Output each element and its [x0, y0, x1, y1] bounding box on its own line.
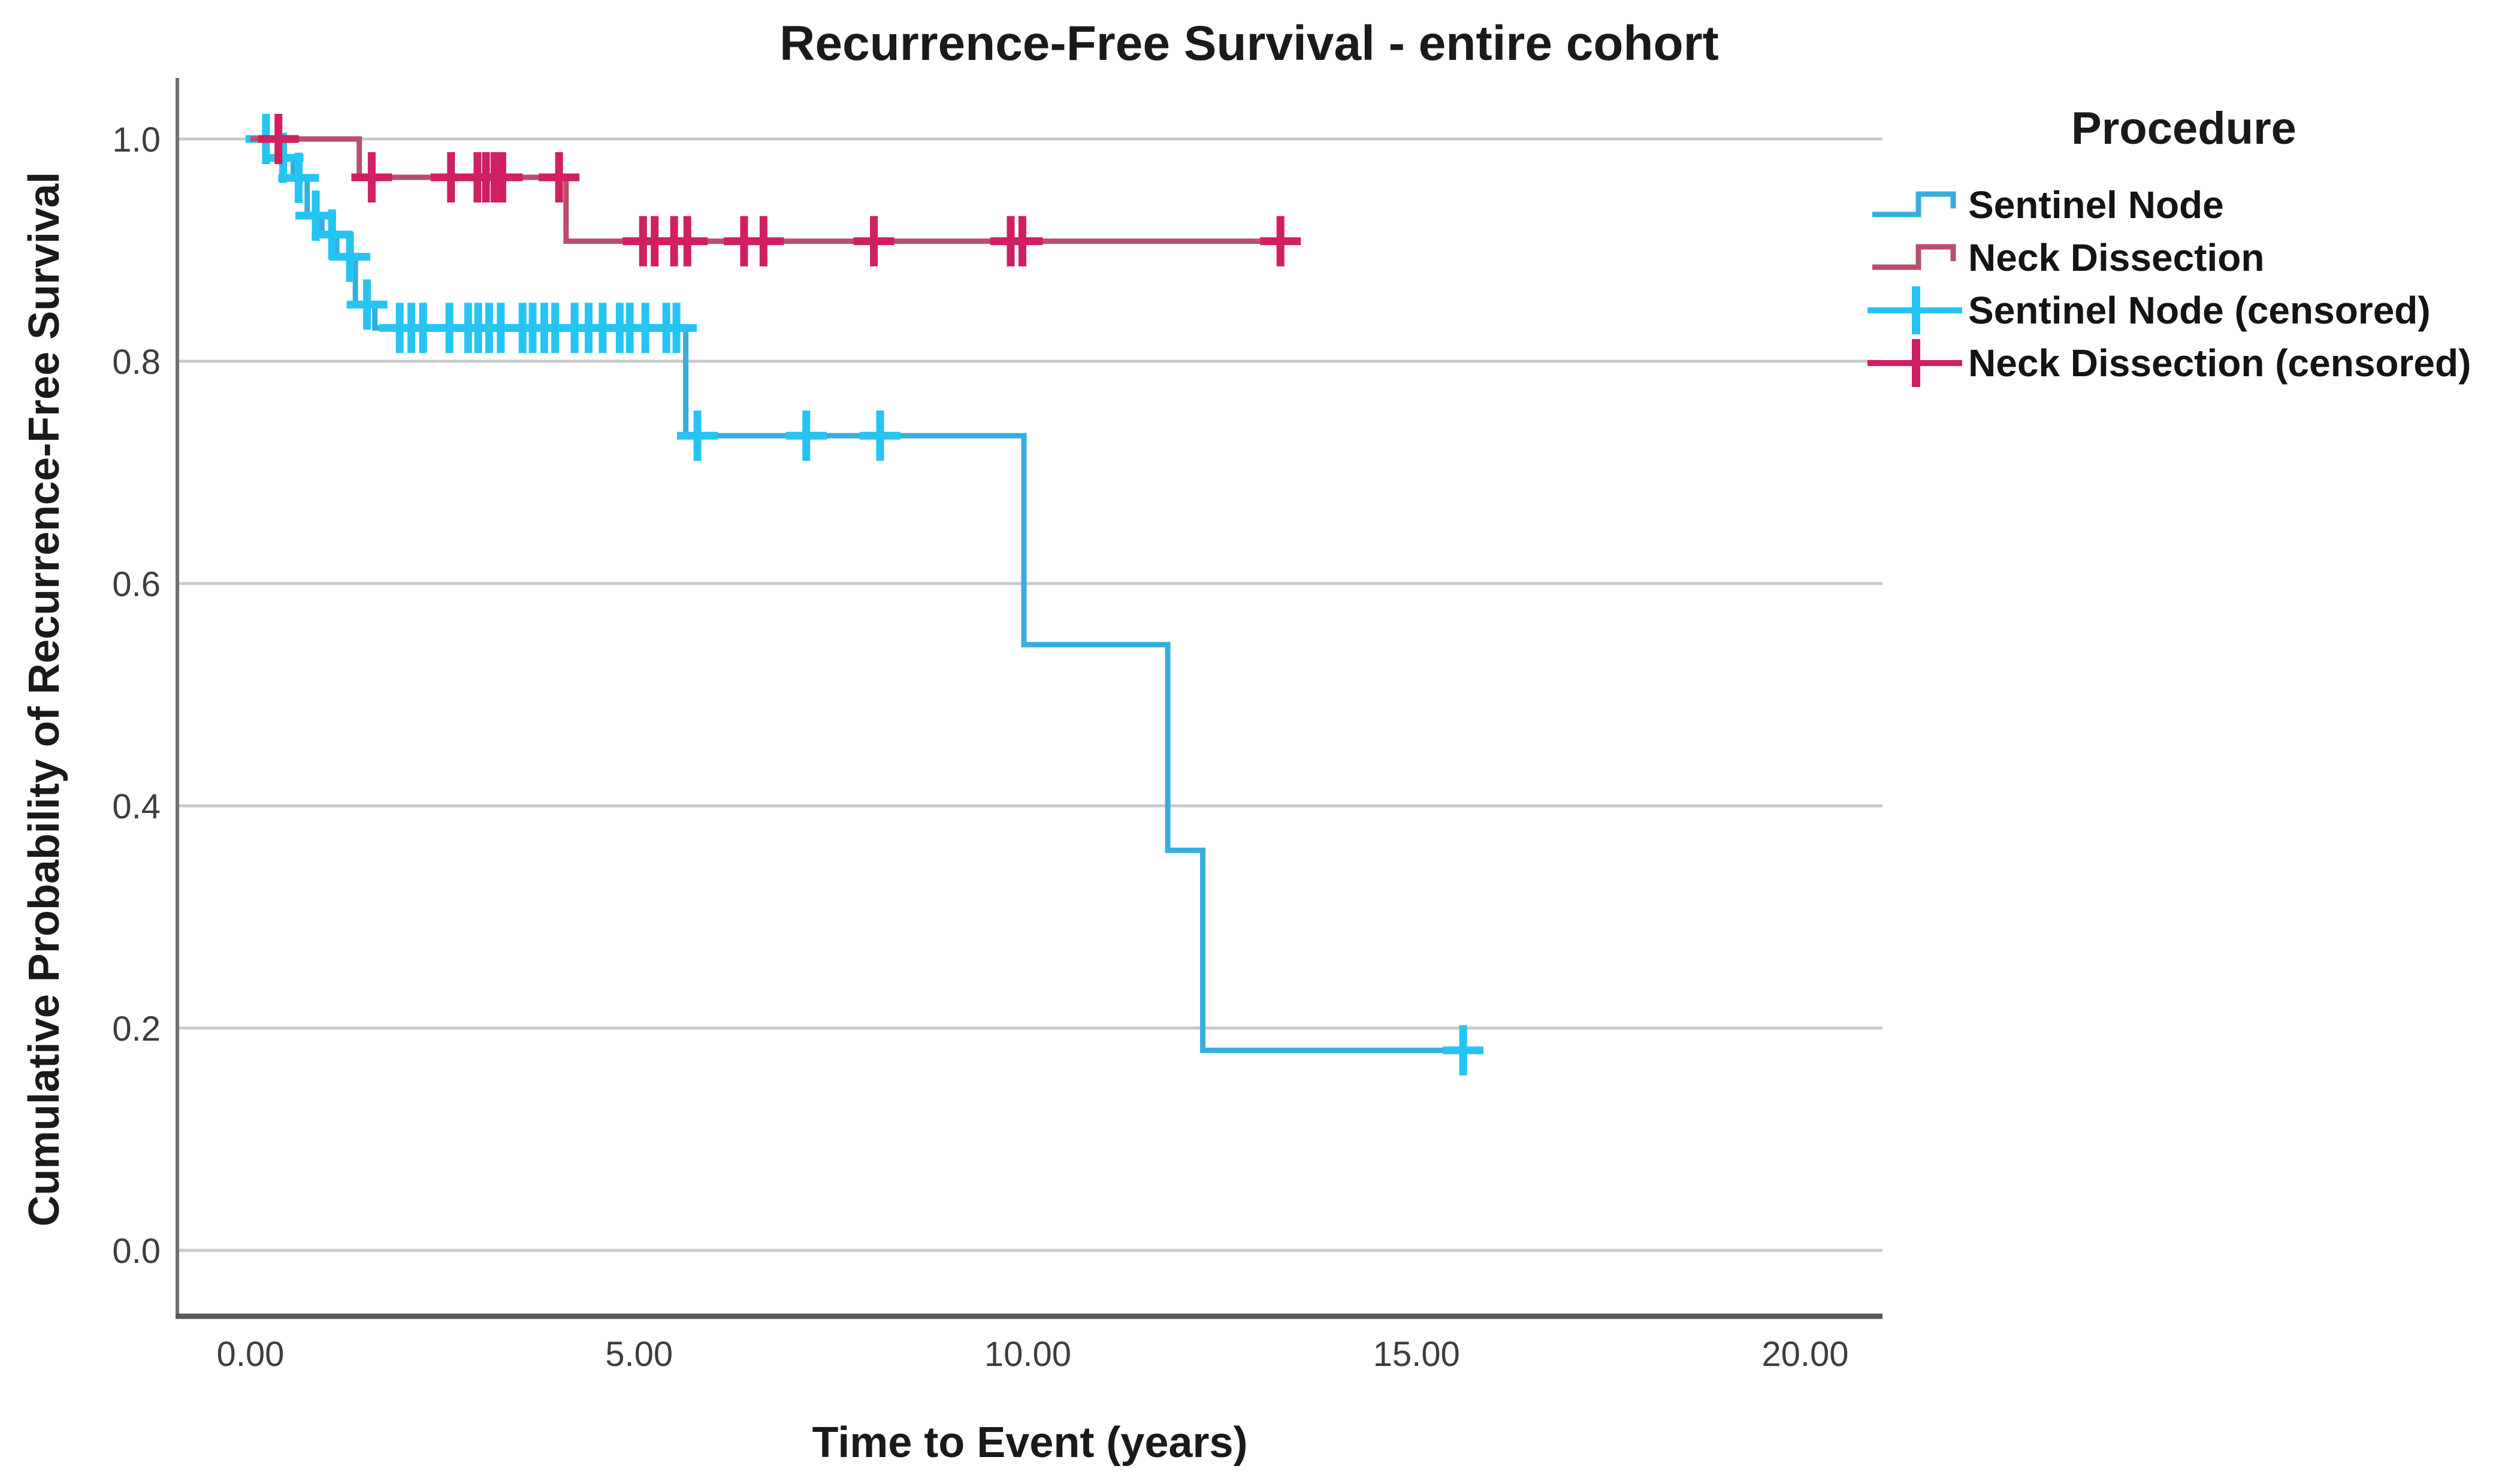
gridlines [177, 137, 1882, 1252]
x-axis-title: Time to Event (years) [812, 1419, 1248, 1467]
legend-title: Procedure [2071, 103, 2296, 154]
y-tick-label: 0.6 [112, 565, 161, 604]
censor-mark [330, 231, 371, 282]
legend-step-line-glyph [1872, 244, 1956, 270]
censor-mark [312, 209, 353, 260]
x-tick-label: 5.00 [605, 1335, 673, 1374]
censor-mark [1260, 216, 1301, 267]
chart-title: Recurrence-Free Survival - entire cohort [779, 16, 1719, 71]
censor-mark [853, 216, 895, 267]
series-path-sentinel-node [250, 136, 1467, 1053]
y-tick-label: 0.2 [112, 1010, 161, 1048]
tick-labels: 0.0 0.2 0.4 0.6 0.8 1.0 0.00 5.00 10.00 15.00 20.0… [112, 120, 1848, 1374]
y-tick-label: 1.0 [112, 120, 161, 159]
axes [176, 78, 1882, 1319]
y-axis-title: Cumulative Probability of Recurrence-Fre… [20, 172, 68, 1227]
x-tick-label: 0.00 [217, 1335, 285, 1374]
legend-item: Neck Dissection [1872, 236, 2264, 279]
censor-mark [667, 216, 708, 267]
legend-item-label: Sentinel Node [1968, 183, 2224, 226]
censor-mark [677, 410, 718, 461]
legend-item-label: Neck Dissection (censored) [1968, 341, 2471, 385]
censor-mark [539, 152, 580, 202]
censor-mark [656, 303, 697, 353]
legend-item: Sentinel Node (censored) [1868, 286, 2431, 334]
x-tick-label: 15.00 [1373, 1335, 1460, 1374]
legend-items: Sentinel Node Neck Dissection Sentinel Nod… [1868, 183, 2471, 387]
y-tick-label: 0.0 [112, 1232, 161, 1271]
y-tick-label: 0.8 [112, 343, 161, 382]
legend-item: Neck Dissection (censored) [1868, 339, 2471, 387]
legend-item-label: Neck Dissection [1968, 236, 2264, 279]
legend-step-line-glyph [1872, 191, 1956, 217]
censor-mark [346, 279, 388, 330]
censor-mark [743, 216, 784, 267]
censor-mark [1002, 216, 1043, 267]
series-path-neck-dissection [250, 136, 1289, 244]
x-tick-label: 10.00 [984, 1335, 1071, 1374]
censor-mark [351, 152, 392, 202]
censor-mark [859, 410, 901, 461]
censor-mark [785, 410, 827, 461]
legend-item: Sentinel Node [1872, 183, 2224, 226]
series-layer [245, 114, 1484, 1076]
censor-mark [278, 152, 319, 203]
legend-item-label: Sentinel Node (censored) [1968, 289, 2431, 332]
censor-mark [1443, 1025, 1484, 1076]
censor-mark [258, 114, 299, 164]
censor-mark [482, 152, 523, 202]
x-tick-label: 20.00 [1761, 1335, 1848, 1374]
y-tick-label: 0.4 [112, 787, 161, 826]
